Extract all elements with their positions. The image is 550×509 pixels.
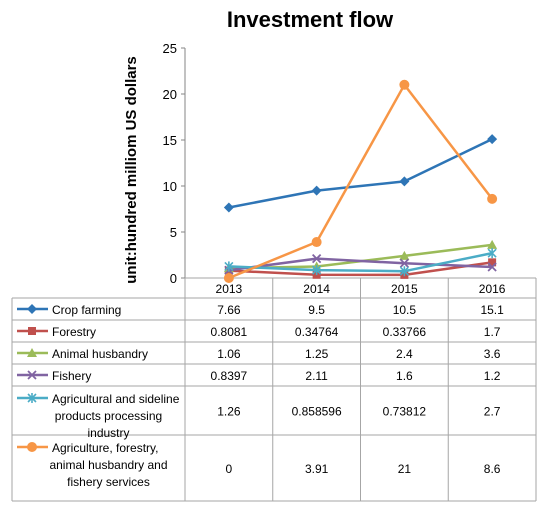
table-cell-value: 1.06 — [217, 347, 241, 361]
table-cell-value: 1.6 — [396, 369, 413, 383]
y-tick-label: 25 — [163, 41, 177, 56]
data-table: 2013 2014 2015 2016 Crop farming 7.66 9.5 10.5 1… — [12, 278, 536, 501]
table-cell-value: 0.33766 — [383, 325, 427, 339]
table-cell-value: 21 — [398, 462, 412, 476]
series-label-line: fishery services — [67, 475, 150, 489]
x-category-label: 2014 — [303, 282, 330, 296]
x-category-label: 2015 — [391, 282, 418, 296]
y-tick-label: 5 — [170, 225, 177, 240]
series-point — [312, 237, 322, 247]
table-cell-value: 0.73812 — [383, 405, 427, 419]
y-tick-label: 0 — [170, 271, 177, 286]
series-point — [312, 186, 322, 196]
table-cell-value: 7.66 — [217, 303, 241, 317]
x-category-label: 2016 — [479, 282, 506, 296]
table-cell-value: 0 — [226, 462, 233, 476]
table-cell-value: 3.6 — [484, 347, 501, 361]
series-label-line: industry — [87, 426, 129, 440]
y-tick-label: 15 — [163, 133, 177, 148]
series-label-line: Agricultural and sideline — [52, 392, 180, 406]
table-cell-value: 10.5 — [393, 303, 417, 317]
table-cell-value: 1.26 — [217, 405, 241, 419]
chart-title: Investment flow — [227, 7, 394, 32]
table-cell-value: 2.4 — [396, 347, 413, 361]
series-point — [224, 273, 234, 283]
series-point — [487, 134, 497, 144]
table-cell-value: 3.91 — [305, 462, 329, 476]
series-label: Animal husbandry — [52, 347, 148, 361]
legend-key-marker — [28, 327, 36, 335]
y-axis: 0 5 10 15 20 25 — [163, 41, 185, 286]
series-label: Fishery — [52, 369, 91, 383]
series-label-line: products processing — [55, 409, 162, 423]
y-axis-label: unit:hundred milliom US dollars — [123, 56, 140, 284]
table-cell-value: 1.2 — [484, 369, 501, 383]
table-cell-value: 2.11 — [305, 369, 328, 383]
series-label: Crop farming — [52, 303, 121, 317]
table-cell-value: 0.8397 — [211, 369, 248, 383]
series-point — [399, 80, 409, 90]
series-point — [487, 194, 497, 204]
series-label-line: animal husbandry and — [49, 458, 167, 472]
table-cell-value: 0.34764 — [295, 325, 339, 339]
table-cell-value: 0.858596 — [292, 405, 342, 419]
table-cell-value: 9.5 — [308, 303, 325, 317]
y-tick-label: 10 — [163, 179, 177, 194]
x-category-label: 2013 — [216, 282, 243, 296]
table-cell-value: 8.6 — [484, 462, 501, 476]
y-tick-label: 20 — [163, 87, 177, 102]
series-label: Forestry — [52, 325, 96, 339]
legend-key-marker — [27, 304, 37, 314]
table-cell-value: 0.8081 — [211, 325, 248, 339]
legend-key-marker — [27, 442, 37, 452]
table-cell-value: 1.25 — [305, 347, 329, 361]
table-cell-value: 1.7 — [484, 325, 501, 339]
series-point — [224, 203, 234, 213]
plot-series — [224, 80, 497, 283]
series-point — [399, 176, 409, 186]
table-cell-value: 2.7 — [484, 405, 501, 419]
table-cell-value: 15.1 — [480, 303, 504, 317]
series-label-line: Agriculture, forestry, — [52, 441, 158, 455]
